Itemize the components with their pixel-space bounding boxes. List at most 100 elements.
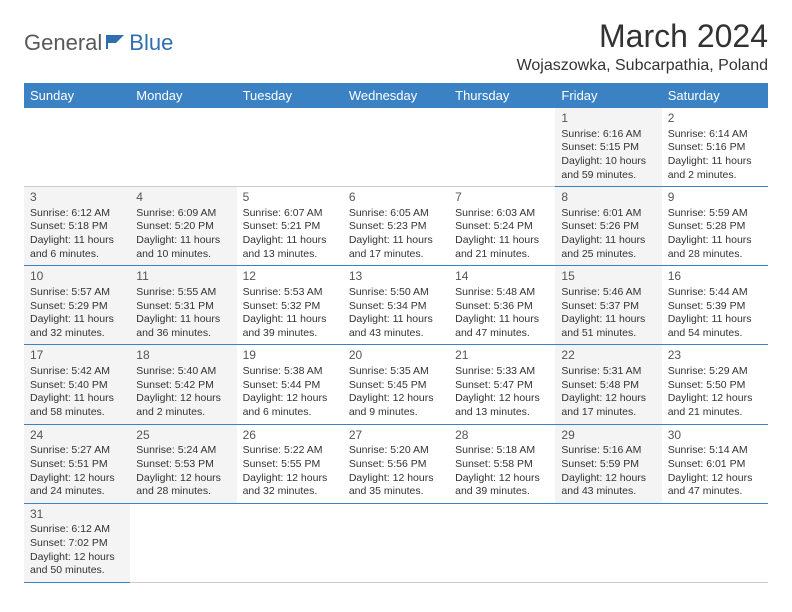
sunrise-text: Sunrise: 5:44 AM <box>668 286 762 300</box>
calendar-cell: 1Sunrise: 6:16 AMSunset: 5:15 PMDaylight… <box>555 108 661 187</box>
sunrise-text: Sunrise: 6:16 AM <box>561 128 655 142</box>
daylight-line2: and 21 minutes. <box>668 406 762 420</box>
weekday-header: Thursday <box>449 83 555 108</box>
calendar-cell-empty <box>130 503 236 582</box>
daylight-line1: Daylight: 12 hours <box>136 392 230 406</box>
daylight-line2: and 28 minutes. <box>668 248 762 262</box>
day-number: 15 <box>561 269 655 285</box>
daylight-line2: and 43 minutes. <box>561 485 655 499</box>
daylight-line1: Daylight: 11 hours <box>561 313 655 327</box>
day-number: 16 <box>668 269 762 285</box>
daylight-line1: Daylight: 11 hours <box>668 313 762 327</box>
sunrise-text: Sunrise: 6:12 AM <box>30 207 124 221</box>
calendar-row: 1Sunrise: 6:16 AMSunset: 5:15 PMDaylight… <box>24 108 768 187</box>
sunrise-text: Sunrise: 6:12 AM <box>30 523 124 537</box>
daylight-line1: Daylight: 12 hours <box>455 472 549 486</box>
day-number: 19 <box>243 348 337 364</box>
calendar-cell: 15Sunrise: 5:46 AMSunset: 5:37 PMDayligh… <box>555 266 661 345</box>
sunset-text: Sunset: 5:34 PM <box>349 300 443 314</box>
logo-word2: Blue <box>129 30 173 56</box>
daylight-line2: and 47 minutes. <box>455 327 549 341</box>
sunset-text: Sunset: 5:23 PM <box>349 220 443 234</box>
daylight-line1: Daylight: 11 hours <box>561 234 655 248</box>
daylight-line2: and 59 minutes. <box>561 169 655 183</box>
sunset-text: Sunset: 5:51 PM <box>30 458 124 472</box>
day-number: 30 <box>668 428 762 444</box>
sunset-text: Sunset: 5:42 PM <box>136 379 230 393</box>
calendar-table: SundayMondayTuesdayWednesdayThursdayFrid… <box>24 83 768 583</box>
day-number: 13 <box>349 269 443 285</box>
daylight-line2: and 17 minutes. <box>561 406 655 420</box>
calendar-cell: 22Sunrise: 5:31 AMSunset: 5:48 PMDayligh… <box>555 345 661 424</box>
calendar-cell: 3Sunrise: 6:12 AMSunset: 5:18 PMDaylight… <box>24 187 130 266</box>
sunrise-text: Sunrise: 5:20 AM <box>349 444 443 458</box>
day-number: 10 <box>30 269 124 285</box>
daylight-line2: and 28 minutes. <box>136 485 230 499</box>
sunrise-text: Sunrise: 5:18 AM <box>455 444 549 458</box>
day-number: 25 <box>136 428 230 444</box>
daylight-line1: Daylight: 12 hours <box>349 472 443 486</box>
day-number: 29 <box>561 428 655 444</box>
calendar-row: 3Sunrise: 6:12 AMSunset: 5:18 PMDaylight… <box>24 187 768 266</box>
calendar-cell: 26Sunrise: 5:22 AMSunset: 5:55 PMDayligh… <box>237 424 343 503</box>
weekday-header: Saturday <box>662 83 768 108</box>
sunset-text: Sunset: 5:55 PM <box>243 458 337 472</box>
calendar-cell: 7Sunrise: 6:03 AMSunset: 5:24 PMDaylight… <box>449 187 555 266</box>
daylight-line1: Daylight: 12 hours <box>30 472 124 486</box>
day-number: 5 <box>243 190 337 206</box>
calendar-cell: 31Sunrise: 6:12 AMSunset: 7:02 PMDayligh… <box>24 503 130 582</box>
daylight-line2: and 47 minutes. <box>668 485 762 499</box>
daylight-line2: and 13 minutes. <box>455 406 549 420</box>
calendar-cell: 17Sunrise: 5:42 AMSunset: 5:40 PMDayligh… <box>24 345 130 424</box>
sunset-text: Sunset: 5:53 PM <box>136 458 230 472</box>
daylight-line1: Daylight: 11 hours <box>455 234 549 248</box>
calendar-cell: 14Sunrise: 5:48 AMSunset: 5:36 PMDayligh… <box>449 266 555 345</box>
daylight-line2: and 17 minutes. <box>349 248 443 262</box>
daylight-line2: and 10 minutes. <box>136 248 230 262</box>
calendar-cell: 8Sunrise: 6:01 AMSunset: 5:26 PMDaylight… <box>555 187 661 266</box>
daylight-line1: Daylight: 11 hours <box>455 313 549 327</box>
sunset-text: Sunset: 5:36 PM <box>455 300 549 314</box>
daylight-line1: Daylight: 11 hours <box>243 234 337 248</box>
daylight-line2: and 54 minutes. <box>668 327 762 341</box>
day-number: 11 <box>136 269 230 285</box>
calendar-cell: 27Sunrise: 5:20 AMSunset: 5:56 PMDayligh… <box>343 424 449 503</box>
daylight-line1: Daylight: 12 hours <box>561 392 655 406</box>
daylight-line1: Daylight: 11 hours <box>136 234 230 248</box>
daylight-line2: and 58 minutes. <box>30 406 124 420</box>
sunrise-text: Sunrise: 6:05 AM <box>349 207 443 221</box>
sunrise-text: Sunrise: 5:35 AM <box>349 365 443 379</box>
calendar-cell: 28Sunrise: 5:18 AMSunset: 5:58 PMDayligh… <box>449 424 555 503</box>
daylight-line2: and 32 minutes. <box>243 485 337 499</box>
sunrise-text: Sunrise: 5:42 AM <box>30 365 124 379</box>
calendar-cell-empty <box>237 503 343 582</box>
sunset-text: Sunset: 5:32 PM <box>243 300 337 314</box>
sunrise-text: Sunrise: 5:31 AM <box>561 365 655 379</box>
logo: General Blue <box>24 18 173 56</box>
day-number: 7 <box>455 190 549 206</box>
day-number: 17 <box>30 348 124 364</box>
daylight-line1: Daylight: 12 hours <box>243 392 337 406</box>
sunset-text: Sunset: 5:16 PM <box>668 141 762 155</box>
sunset-text: Sunset: 5:50 PM <box>668 379 762 393</box>
daylight-line2: and 2 minutes. <box>136 406 230 420</box>
daylight-line2: and 43 minutes. <box>349 327 443 341</box>
daylight-line1: Daylight: 11 hours <box>30 392 124 406</box>
daylight-line2: and 51 minutes. <box>561 327 655 341</box>
sunset-text: Sunset: 5:58 PM <box>455 458 549 472</box>
calendar-row: 24Sunrise: 5:27 AMSunset: 5:51 PMDayligh… <box>24 424 768 503</box>
calendar-cell: 4Sunrise: 6:09 AMSunset: 5:20 PMDaylight… <box>130 187 236 266</box>
daylight-line1: Daylight: 11 hours <box>30 313 124 327</box>
calendar-cell: 25Sunrise: 5:24 AMSunset: 5:53 PMDayligh… <box>130 424 236 503</box>
calendar-cell-empty <box>449 108 555 187</box>
daylight-line2: and 32 minutes. <box>30 327 124 341</box>
calendar-cell: 11Sunrise: 5:55 AMSunset: 5:31 PMDayligh… <box>130 266 236 345</box>
daylight-line2: and 6 minutes. <box>30 248 124 262</box>
daylight-line2: and 39 minutes. <box>455 485 549 499</box>
day-number: 22 <box>561 348 655 364</box>
logo-word1: General <box>24 30 102 56</box>
weekday-header: Monday <box>130 83 236 108</box>
daylight-line2: and 39 minutes. <box>243 327 337 341</box>
calendar-cell: 29Sunrise: 5:16 AMSunset: 5:59 PMDayligh… <box>555 424 661 503</box>
day-number: 21 <box>455 348 549 364</box>
